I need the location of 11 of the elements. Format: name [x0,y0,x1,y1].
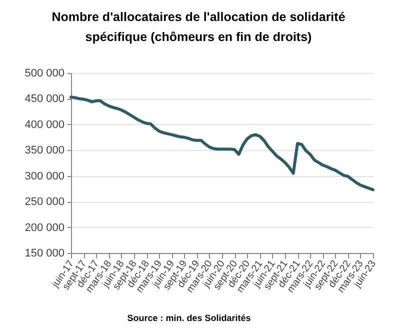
y-tick-label: 450 000 [24,93,64,106]
y-tick-label: 200 000 [24,222,64,234]
chart-title: Nombre d'allocataires de l'allocation de solidarité spécifique (chômeurs en fin de droits) [50,9,346,46]
y-tick-label: 300 000 [24,170,64,182]
source-note: Source : min. des Solidarités [126,313,252,323]
y-tick-label: 400 000 [24,118,64,131]
y-tick-label: 150 000 [24,248,64,260]
y-tick-label: 250 000 [24,196,64,208]
line-series [70,96,374,192]
y-tick-label: 350 000 [24,144,64,157]
y-tick-label: 500 000 [24,68,64,80]
